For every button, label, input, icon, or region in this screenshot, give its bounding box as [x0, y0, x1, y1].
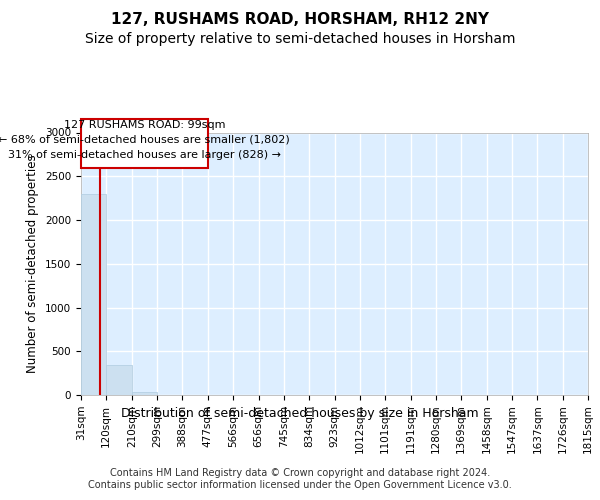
Text: 31% of semi-detached houses are larger (828) →: 31% of semi-detached houses are larger (…	[8, 150, 281, 160]
Bar	[81, 194, 106, 395]
Text: ← 68% of semi-detached houses are smaller (1,802): ← 68% of semi-detached houses are smalle…	[0, 134, 290, 144]
Text: 127 RUSHAMS ROAD: 99sqm: 127 RUSHAMS ROAD: 99sqm	[64, 120, 225, 130]
Text: Size of property relative to semi-detached houses in Horsham: Size of property relative to semi-detach…	[85, 32, 515, 46]
Bar	[132, 392, 157, 395]
Text: 127, RUSHAMS ROAD, HORSHAM, RH12 2NY: 127, RUSHAMS ROAD, HORSHAM, RH12 2NY	[111, 12, 489, 28]
Text: Contains public sector information licensed under the Open Government Licence v3: Contains public sector information licen…	[88, 480, 512, 490]
Y-axis label: Number of semi-detached properties: Number of semi-detached properties	[26, 154, 40, 373]
Text: Contains HM Land Registry data © Crown copyright and database right 2024.: Contains HM Land Registry data © Crown c…	[110, 468, 490, 477]
Bar	[106, 365, 132, 395]
Text: Distribution of semi-detached houses by size in Horsham: Distribution of semi-detached houses by …	[121, 408, 479, 420]
FancyBboxPatch shape	[81, 120, 208, 168]
